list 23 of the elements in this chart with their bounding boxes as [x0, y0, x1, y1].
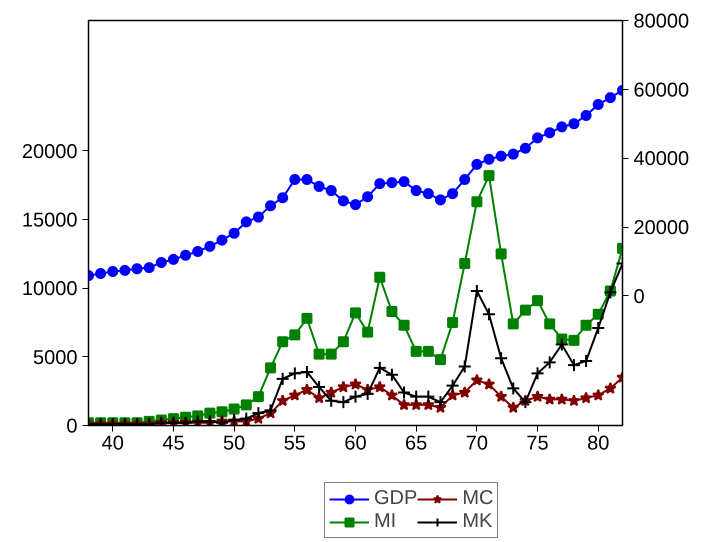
- legend-label: MI: [374, 510, 396, 533]
- y2-tick-label: 20000: [634, 217, 690, 240]
- y2-tick-label: 80000: [634, 10, 690, 32]
- legend-label: GDP: [374, 487, 418, 510]
- x-tick-label: 75: [526, 432, 549, 454]
- legend-label: MK: [462, 510, 492, 533]
- x-tick-label: 45: [162, 432, 185, 454]
- y-tick-label: 15000: [22, 210, 78, 232]
- y-tick-label: 20000: [22, 140, 78, 163]
- x-tick-label: 55: [284, 432, 306, 454]
- y2-tick-label: 0: [634, 286, 645, 308]
- x-tick-label: 80: [587, 432, 610, 454]
- y-tick-label: 0: [66, 416, 78, 438]
- x-tick-label: 50: [223, 432, 246, 454]
- x-tick-label: 65: [405, 432, 428, 454]
- y2-tick-label: 40000: [634, 148, 690, 170]
- y-tick-label: 5000: [33, 346, 78, 369]
- x-tick-label: 40: [102, 432, 124, 454]
- legend-label: MC: [462, 487, 494, 510]
- y-tick-label: 10000: [22, 278, 78, 300]
- x-tick-label: 70: [466, 432, 488, 454]
- y2-tick-label: 60000: [634, 79, 690, 102]
- x-tick-label: 60: [344, 432, 367, 454]
